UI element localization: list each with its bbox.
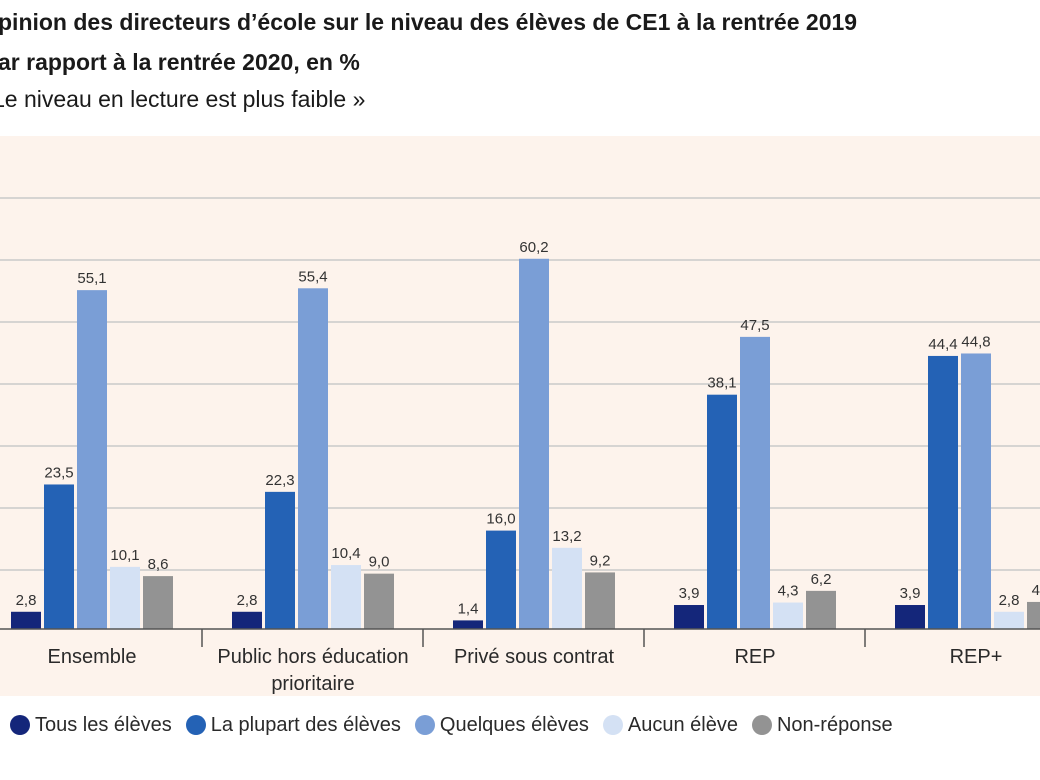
bar bbox=[331, 565, 361, 629]
data-label: 55,4 bbox=[298, 268, 327, 285]
category-label-line: REP+ bbox=[950, 646, 1003, 668]
data-labels: 2,8 23,5 55,1 10,1 8,6 2,8 22,3 55,4 10,4 9,0 1,4 1… bbox=[16, 239, 1040, 618]
data-label: 1,4 bbox=[458, 600, 479, 617]
bar bbox=[44, 484, 74, 629]
chart-title: pinion des directeurs d’école sur le niv… bbox=[0, 2, 1038, 82]
data-label: 38,1 bbox=[707, 375, 736, 392]
data-label: 10,1 bbox=[110, 547, 139, 564]
legend-label: La plupart des élèves bbox=[210, 713, 401, 736]
bar bbox=[486, 530, 516, 629]
bar bbox=[77, 290, 107, 629]
chart-title-line-1: pinion des directeurs d’école sur le niv… bbox=[0, 9, 858, 35]
chart-title-line-2: ar rapport à la rentrée 2020, en % bbox=[0, 49, 360, 75]
data-label: 8,6 bbox=[148, 556, 169, 573]
data-label: 9,2 bbox=[590, 552, 611, 569]
bar-chart: 2,8 23,5 55,1 10,1 8,6 2,8 22,3 55,4 10,4 9,0 1,4 1… bbox=[0, 197, 1040, 695]
category-label: Privé sous contrat bbox=[454, 646, 615, 668]
bar bbox=[674, 605, 704, 629]
bar bbox=[298, 288, 328, 629]
data-label: 16,0 bbox=[486, 511, 515, 528]
category-label: REP+ bbox=[950, 646, 1003, 668]
legend-item: La plupart des élèves bbox=[185, 713, 401, 737]
data-label: 60,2 bbox=[519, 239, 548, 256]
legend-swatch bbox=[414, 715, 435, 735]
legend-label: Tous les élèves bbox=[35, 713, 172, 736]
data-label: 2,8 bbox=[16, 592, 37, 609]
bar bbox=[928, 355, 958, 629]
data-label: 23,5 bbox=[44, 464, 73, 481]
data-label: 4,4 bbox=[1032, 582, 1040, 599]
bar bbox=[895, 605, 925, 629]
legend-item: Tous les élèves bbox=[10, 714, 172, 737]
bar bbox=[773, 602, 803, 629]
category-label-line: REP bbox=[734, 646, 775, 668]
bar bbox=[143, 576, 173, 629]
category-label: REP bbox=[734, 646, 775, 668]
bar bbox=[707, 394, 737, 629]
bar bbox=[740, 336, 770, 629]
x-axis: Ensemble Public hors éducation prioritaire… bbox=[0, 628, 1040, 695]
category-label: Public hors éducation prioritaire bbox=[217, 646, 408, 695]
legend-swatch bbox=[10, 715, 30, 735]
legend-label: Aucun élève bbox=[627, 713, 738, 736]
data-label: 3,9 bbox=[679, 585, 700, 602]
bar bbox=[364, 573, 394, 629]
bar bbox=[552, 547, 582, 629]
category-label: Ensemble bbox=[48, 646, 137, 668]
bar bbox=[961, 353, 991, 629]
bars bbox=[11, 258, 1040, 629]
category-label-line: Privé sous contrat bbox=[454, 646, 615, 668]
bar bbox=[453, 620, 483, 629]
bar bbox=[585, 572, 615, 629]
legend-item: Quelques élèves bbox=[414, 713, 589, 737]
legend-item: Aucun élève bbox=[602, 713, 738, 737]
chart-legend: Tous les élèves La plupart des élèves Quel… bbox=[10, 708, 907, 742]
legend-swatch bbox=[185, 715, 206, 735]
category-label-line: Ensemble bbox=[48, 646, 137, 668]
bar bbox=[1027, 601, 1040, 629]
bar bbox=[519, 258, 549, 629]
chart-subtitle: Le niveau en lecture est plus faible » bbox=[0, 86, 366, 112]
bar bbox=[994, 611, 1024, 629]
data-label: 10,4 bbox=[331, 545, 360, 562]
category-label-line: prioritaire bbox=[271, 673, 354, 695]
data-label: 3,9 bbox=[900, 585, 921, 602]
data-label: 47,5 bbox=[740, 317, 769, 334]
category-label-line: Public hors éducation bbox=[217, 646, 408, 668]
data-label: 55,1 bbox=[77, 270, 106, 287]
legend-swatch bbox=[751, 715, 772, 735]
data-label: 13,2 bbox=[552, 528, 581, 545]
bar bbox=[232, 611, 262, 629]
data-label: 4,3 bbox=[778, 583, 799, 600]
data-label: 44,4 bbox=[928, 336, 957, 353]
bar bbox=[11, 611, 41, 629]
bar bbox=[265, 491, 295, 629]
data-label: 22,3 bbox=[265, 472, 294, 489]
bar bbox=[806, 590, 836, 629]
data-label: 9,0 bbox=[369, 554, 390, 571]
legend-swatch bbox=[602, 715, 623, 735]
bar bbox=[110, 566, 140, 629]
data-label: 2,8 bbox=[999, 592, 1020, 609]
data-label: 6,2 bbox=[811, 571, 832, 588]
data-label: 2,8 bbox=[237, 592, 258, 609]
legend-label: Non-réponse bbox=[776, 713, 893, 736]
data-label: 44,8 bbox=[961, 333, 990, 350]
legend-label: Quelques élèves bbox=[439, 713, 589, 736]
legend-item: Non-réponse bbox=[751, 713, 893, 737]
